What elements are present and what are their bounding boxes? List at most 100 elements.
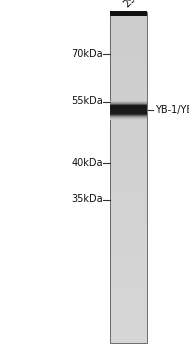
Bar (110, 243, 147, 244)
Bar (110, 43, 147, 44)
Bar (110, 167, 147, 168)
Bar (110, 253, 147, 254)
Bar (110, 255, 147, 256)
Bar (110, 74, 147, 75)
Bar (110, 265, 147, 266)
Bar (110, 80, 147, 82)
Bar (110, 204, 147, 205)
Bar (110, 49, 147, 50)
Bar (110, 34, 147, 35)
Bar (110, 333, 147, 334)
Bar (110, 111, 147, 113)
Bar (110, 179, 147, 180)
Bar (110, 202, 147, 203)
Bar (110, 320, 147, 321)
Bar (110, 48, 147, 49)
Bar (110, 67, 147, 69)
Bar (110, 134, 147, 135)
Bar (110, 194, 147, 195)
Bar (110, 272, 147, 274)
Bar (110, 58, 147, 60)
Bar (110, 240, 147, 241)
Bar (110, 227, 147, 228)
Bar (110, 147, 147, 148)
Bar (110, 142, 147, 144)
Bar (110, 106, 147, 107)
Bar (110, 232, 147, 233)
Bar (110, 171, 147, 172)
Bar (110, 228, 147, 230)
Bar (110, 152, 147, 153)
Bar (110, 126, 147, 127)
Bar (110, 162, 147, 163)
Bar (110, 231, 147, 232)
Bar (110, 25, 147, 26)
Bar (110, 65, 147, 66)
Bar (110, 181, 147, 182)
Bar (110, 245, 147, 246)
Bar (110, 64, 147, 65)
Bar (110, 114, 147, 115)
Bar (110, 150, 147, 151)
Bar (110, 334, 147, 335)
Bar (110, 100, 147, 101)
Bar (110, 286, 147, 287)
Bar (110, 119, 147, 120)
Text: 40kDa: 40kDa (71, 158, 103, 168)
Bar (110, 280, 147, 281)
Bar (110, 42, 147, 43)
Bar (110, 278, 147, 279)
Bar (110, 290, 147, 291)
Bar (110, 236, 147, 237)
Bar (110, 13, 147, 14)
Bar (110, 107, 147, 108)
Bar (110, 18, 147, 19)
Bar (110, 199, 147, 201)
Bar (110, 118, 147, 119)
Bar (110, 127, 147, 128)
Bar (110, 316, 147, 318)
Bar (110, 331, 147, 332)
Bar (110, 198, 147, 200)
Bar (110, 234, 147, 235)
Bar (110, 276, 147, 277)
Bar (110, 235, 147, 236)
Bar (110, 250, 147, 252)
Bar (110, 97, 147, 98)
Bar (110, 75, 147, 76)
Bar (110, 131, 147, 132)
Bar (110, 172, 147, 173)
Bar (110, 35, 147, 36)
Bar (110, 213, 147, 214)
Bar (110, 135, 147, 136)
Bar (110, 267, 147, 268)
Bar (110, 73, 147, 74)
Bar (110, 249, 147, 250)
Bar (110, 17, 147, 18)
Bar (110, 169, 147, 170)
Bar (110, 159, 147, 160)
Bar (110, 274, 147, 275)
Bar (110, 294, 147, 296)
Bar (110, 269, 147, 270)
Bar (110, 77, 147, 78)
Bar (110, 39, 147, 40)
Bar (110, 121, 147, 122)
Bar (110, 342, 147, 343)
Bar (110, 257, 147, 258)
Bar (110, 161, 147, 162)
Bar (110, 219, 147, 220)
Bar (110, 260, 147, 261)
Bar (110, 102, 147, 103)
Bar (110, 92, 147, 93)
Bar (110, 91, 147, 92)
Bar (110, 166, 147, 167)
Bar (110, 313, 147, 314)
Bar (110, 125, 147, 126)
Bar (110, 226, 147, 227)
Bar (110, 318, 147, 319)
Bar (110, 210, 147, 211)
Bar (110, 338, 147, 340)
Bar (110, 57, 147, 58)
Bar (110, 19, 147, 20)
